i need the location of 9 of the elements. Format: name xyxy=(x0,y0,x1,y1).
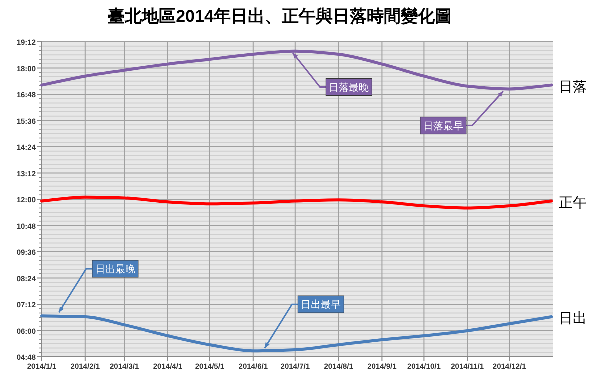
series-label: 日出 xyxy=(559,310,587,326)
chart-title: 臺北地區2014年日出、正午與日落時間變化圖 xyxy=(108,7,452,26)
annotation: 日落最早 xyxy=(423,120,464,132)
line-series xyxy=(40,196,554,210)
annotation: 日出最晚 xyxy=(95,263,136,276)
series-label: 正午 xyxy=(559,194,587,210)
annotation: 日落最晚 xyxy=(329,82,370,94)
series-label: 日落 xyxy=(559,78,587,94)
annotation: 日出最早 xyxy=(301,299,342,312)
